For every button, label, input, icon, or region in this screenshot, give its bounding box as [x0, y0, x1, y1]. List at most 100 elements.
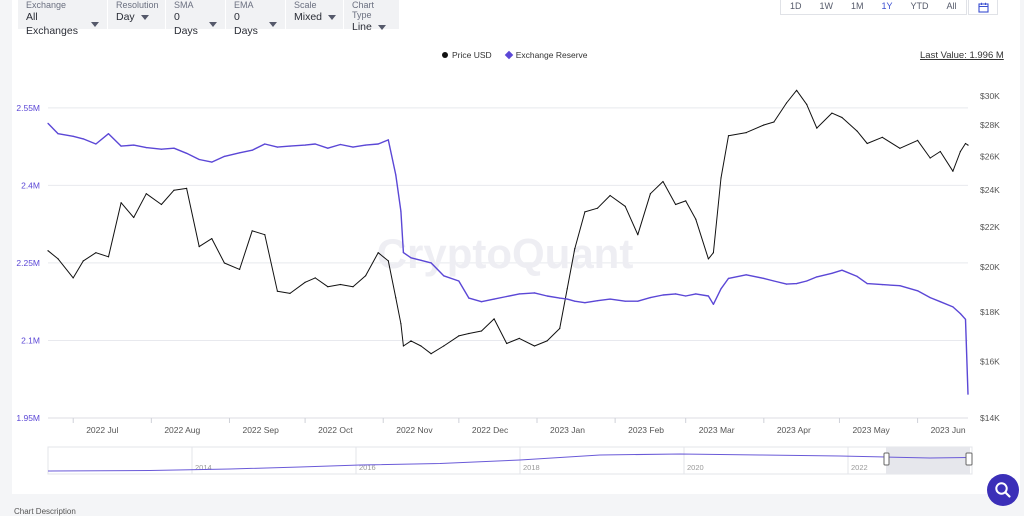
navigator-tick-label: 2016 — [359, 463, 376, 472]
x-tick-label: 2022 Aug — [164, 425, 200, 435]
price-point — [685, 200, 687, 202]
reserve-point — [675, 293, 677, 295]
x-tick-label: 2023 Jun — [931, 425, 966, 435]
control-scale[interactable]: Scale Mixed — [286, 0, 344, 29]
price-point — [352, 286, 354, 288]
reserve-point — [584, 302, 586, 304]
control-exchange[interactable]: Exchange All Exchanges — [18, 0, 108, 37]
control-value: Line — [352, 20, 391, 34]
reserve-point — [47, 122, 49, 124]
legend-price[interactable]: Price USD — [442, 50, 492, 60]
navigator-tick-label: 2018 — [523, 463, 540, 472]
control-ema[interactable]: EMA 0 Days — [226, 0, 286, 37]
reserve-point — [493, 298, 495, 300]
control-chart-type[interactable]: Chart Type Line — [344, 0, 400, 33]
price-point — [609, 194, 611, 197]
x-tick-label: 2023 Jan — [550, 425, 585, 435]
price-point — [506, 342, 508, 345]
price-point — [785, 102, 788, 104]
price-point — [223, 262, 225, 264]
price-point — [712, 252, 715, 254]
y-right-tick-label: $18K — [980, 307, 1000, 317]
price-point — [120, 202, 122, 204]
price-point — [546, 340, 548, 342]
price-point — [939, 150, 941, 153]
price-point — [402, 345, 404, 347]
price-point — [47, 250, 49, 252]
navigator-series — [47, 453, 969, 472]
reserve-point — [443, 275, 445, 277]
reserve-point — [173, 147, 175, 149]
price-point — [57, 258, 59, 260]
x-tick-label: 2023 Apr — [777, 425, 811, 435]
range-selector: 1D 1W 1M 1Y YTD All — [780, 0, 967, 15]
y-right-tick-label: $22K — [980, 222, 1000, 232]
price-point — [695, 218, 697, 220]
reserve-point — [327, 147, 329, 149]
price-point — [796, 89, 798, 91]
reserve-point — [400, 210, 402, 212]
price-point — [377, 252, 379, 254]
reserve-point — [596, 300, 599, 302]
price-point — [480, 330, 483, 332]
price-series-line — [47, 89, 969, 355]
legend-price-label: Price USD — [452, 50, 492, 60]
calendar-button[interactable] — [968, 0, 998, 15]
y-left-tick-label: 1.95M — [16, 413, 40, 423]
reserve-point — [609, 298, 611, 300]
price-point — [239, 268, 241, 270]
y-right-tick-label: $16K — [980, 357, 1000, 367]
price-series-marker — [442, 52, 448, 58]
reserve-point — [365, 144, 367, 146]
price-point — [720, 177, 722, 179]
reserve-point — [727, 277, 730, 279]
chevron-down-icon — [269, 21, 277, 27]
x-tick-label: 2022 Nov — [396, 425, 433, 435]
price-point — [430, 353, 432, 355]
range-button-ytd[interactable]: YTD — [910, 1, 929, 11]
range-button-1y[interactable]: 1Y — [881, 1, 893, 11]
reserve-point — [637, 300, 639, 302]
price-point — [964, 142, 967, 145]
control-sma[interactable]: SMA 0 Days — [166, 0, 226, 37]
range-button-1m[interactable]: 1M — [851, 1, 864, 11]
price-point — [649, 193, 652, 195]
y-right-tick-label: $20K — [980, 262, 1000, 272]
legend-reserve[interactable]: Exchange Reserve — [504, 50, 588, 60]
price-point — [304, 281, 306, 283]
reserve-point — [806, 280, 808, 282]
price-point — [251, 230, 253, 232]
legend-reserve-label: Exchange Reserve — [515, 50, 588, 60]
last-value[interactable]: Last Value: 1.996 M — [920, 50, 1004, 61]
price-point — [584, 211, 586, 213]
y-right-tick-label: $14K — [980, 413, 1000, 423]
range-button-1w[interactable]: 1W — [819, 1, 834, 11]
search-fab[interactable] — [987, 474, 1019, 506]
range-button-1d[interactable]: 1D — [790, 1, 802, 11]
reserve-point — [82, 138, 84, 140]
reserve-point — [420, 259, 422, 261]
reserve-point — [186, 152, 188, 154]
price-point — [95, 252, 97, 254]
y-right-tick-label: $24K — [980, 185, 1000, 195]
calendar-icon — [977, 2, 989, 13]
control-label: Exchange — [26, 0, 67, 10]
reserve-point — [198, 158, 200, 161]
bottom-strip — [0, 494, 1024, 514]
reserve-series-line — [47, 122, 969, 395]
reserve-point — [223, 155, 225, 157]
price-point — [816, 127, 818, 129]
reserve-point — [314, 143, 316, 145]
reserve-point — [841, 269, 843, 271]
price-point — [841, 116, 843, 119]
reserve-point — [773, 280, 775, 282]
reserve-point — [559, 297, 561, 299]
chart-legend: Price USD Exchange Reserve — [442, 50, 588, 60]
reserve-point — [695, 293, 697, 295]
reserve-point — [95, 143, 97, 145]
price-point — [493, 318, 495, 320]
price-point — [82, 260, 84, 262]
control-resolution[interactable]: Resolution Day — [108, 0, 166, 29]
range-button-all[interactable]: All — [946, 1, 957, 11]
reserve-point — [276, 146, 278, 148]
